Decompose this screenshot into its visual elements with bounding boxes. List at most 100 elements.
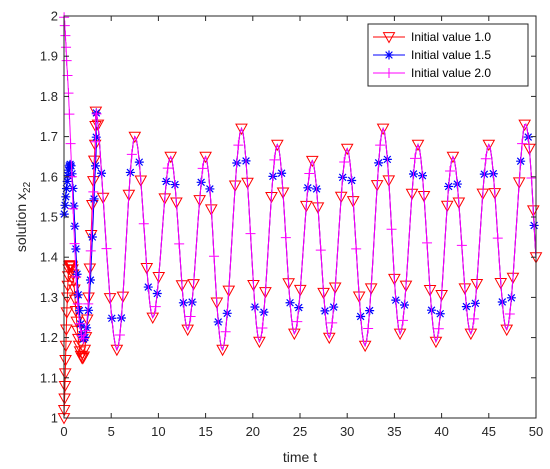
triangle-marker	[287, 328, 301, 341]
triangle-marker	[58, 380, 72, 393]
legend-label: Initial value 1.5	[411, 48, 491, 62]
plus-marker	[269, 154, 280, 165]
plus-marker	[468, 313, 479, 324]
legend-label: Initial value 2.0	[411, 66, 491, 80]
asterisk-marker	[73, 290, 83, 300]
plus-marker	[339, 157, 350, 168]
plus-marker	[304, 168, 315, 179]
x-tick-label: 40	[434, 424, 448, 439]
plus-marker	[410, 153, 420, 164]
y-axis-label-subscript: 22	[22, 181, 33, 193]
plus-marker	[90, 136, 101, 147]
asterisk-marker	[80, 332, 90, 342]
triangle-marker	[59, 355, 72, 367]
y-axis-label-main: solution x	[13, 193, 29, 252]
y-tick-label: 1	[51, 411, 58, 426]
triangle-marker	[78, 344, 92, 357]
asterisk-marker	[84, 305, 94, 315]
plus-marker	[114, 329, 125, 340]
plus-marker	[162, 163, 173, 174]
asterisk-marker	[63, 170, 73, 180]
plus-marker	[72, 298, 83, 309]
x-tick-label: 10	[151, 424, 165, 439]
plus-marker	[375, 140, 386, 151]
plus-marker	[60, 30, 71, 41]
series-3	[59, 12, 537, 352]
asterisk-marker	[70, 221, 80, 231]
plus-marker	[292, 316, 303, 327]
x-tick-label: 30	[340, 424, 354, 439]
plus-marker	[85, 245, 96, 256]
plus-marker	[91, 108, 102, 119]
plus-marker	[74, 318, 85, 329]
plus-marker	[422, 237, 433, 248]
plus-marker	[480, 153, 491, 164]
triangle-marker	[89, 106, 103, 119]
asterisk-marker	[71, 244, 81, 254]
triangle-marker	[235, 123, 248, 136]
plus-marker	[101, 243, 112, 254]
asterisk-marker	[72, 269, 82, 279]
triangle-marker	[340, 143, 354, 156]
triangle-marker	[270, 139, 284, 152]
asterisk-marker	[61, 192, 71, 202]
triangle-marker	[60, 292, 74, 304]
plus-marker	[445, 166, 456, 177]
plus-marker	[386, 224, 397, 235]
triangle-marker	[305, 155, 319, 168]
triangle-marker	[322, 332, 336, 345]
asterisk-marker	[60, 200, 70, 210]
plus-marker	[61, 42, 72, 53]
plus-marker	[504, 309, 515, 320]
legend: Initial value 1.0 Initial value 1.5 Initia…	[367, 23, 529, 87]
plus-marker	[68, 203, 79, 214]
asterisk-marker	[384, 50, 394, 60]
y-tick-label: 1.9	[40, 49, 58, 64]
plus-marker	[351, 243, 362, 254]
triangle-marker	[77, 351, 91, 363]
triangle-marker	[464, 328, 478, 341]
plus-marker	[88, 186, 99, 197]
plus-marker	[517, 138, 528, 149]
y-tick-label: 1.2	[40, 330, 58, 345]
legend-entry-3: Initial value 2.0	[373, 66, 491, 80]
triangle-marker	[146, 312, 160, 325]
plus-marker	[80, 325, 91, 336]
series-markers	[59, 12, 537, 344]
triangle-marker	[181, 324, 195, 337]
asterisk-marker	[69, 201, 79, 211]
plus-marker	[280, 232, 291, 243]
x-tick-label: 5	[108, 424, 115, 439]
plus-marker	[456, 240, 467, 251]
y-tick-label: 1.7	[40, 129, 58, 144]
triangle-marker	[87, 155, 101, 168]
asterisk-marker	[64, 165, 74, 175]
triangle-marker	[128, 131, 142, 144]
triangle-marker	[358, 340, 372, 353]
plus-marker	[174, 238, 185, 249]
plus-marker	[257, 323, 268, 334]
triangle-marker	[72, 340, 86, 353]
plus-marker	[138, 218, 149, 229]
plus-marker	[220, 326, 231, 337]
x-tick-label: 15	[198, 424, 212, 439]
legend-label: Initial value 1.0	[411, 30, 491, 44]
plus-marker	[526, 173, 537, 184]
plus-marker	[492, 233, 503, 244]
triangle-marker	[65, 261, 79, 273]
plus-marker	[384, 68, 394, 78]
triangle-marker	[518, 119, 532, 132]
plus-marker	[363, 323, 374, 334]
x-tick-label: 35	[387, 424, 401, 439]
asterisk-marker	[87, 232, 97, 242]
y-tick-label: 1.1	[40, 370, 58, 385]
x-tick-label: 20	[246, 424, 260, 439]
triangle-marker	[411, 139, 425, 152]
plus-marker	[327, 317, 338, 328]
plus-marker	[64, 109, 75, 120]
triangle-marker	[382, 32, 396, 44]
plus-marker	[71, 271, 82, 282]
triangle-marker	[59, 340, 73, 353]
